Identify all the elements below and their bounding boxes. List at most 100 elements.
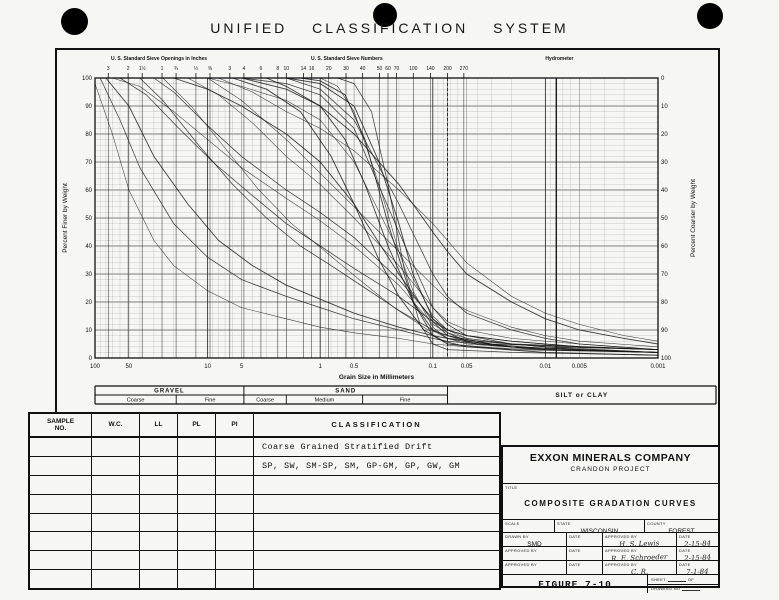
table-row [30, 551, 499, 571]
gradation-curve [187, 77, 659, 350]
typed-entry: SMD [527, 541, 542, 546]
state-value: WISCONSIN [580, 528, 619, 532]
of-label: OF [687, 576, 694, 582]
svg-text:50: 50 [377, 66, 383, 72]
svg-text:20: 20 [85, 300, 92, 306]
punch-hole-left [61, 8, 88, 35]
table-cell [140, 494, 178, 513]
svg-text:½: ½ [194, 65, 199, 72]
svg-text:10: 10 [85, 328, 92, 334]
table-row [30, 513, 499, 533]
cell-label: DATE [569, 562, 581, 567]
svg-text:Percent Finer by Weight: Percent Finer by Weight [62, 183, 69, 253]
svg-text:5: 5 [240, 364, 244, 370]
svg-text:Fine: Fine [400, 398, 411, 404]
svg-text:0.05: 0.05 [461, 364, 473, 370]
date-cell: DATE [567, 547, 603, 560]
table-cell [178, 456, 216, 475]
table-cell [216, 494, 254, 513]
svg-text:3: 3 [228, 66, 231, 72]
table-cell [140, 551, 178, 570]
document-title: UNIFIED CLASSIFICATION SYSTEM [210, 20, 569, 36]
svg-text:140: 140 [426, 66, 435, 72]
svg-text:10: 10 [284, 66, 290, 72]
table-cell [30, 551, 92, 570]
title-block: EXXON MINERALS COMPANY CRANDON PROJECT T… [501, 445, 718, 593]
table-cell [216, 570, 254, 588]
svg-text:Hydrometer: Hydrometer [545, 56, 573, 62]
table-cell [30, 456, 92, 475]
svg-text:16: 16 [309, 66, 315, 72]
svg-text:100: 100 [409, 66, 418, 72]
gradation-curve [232, 77, 659, 356]
sheet-box: SHEET OF DRAWING NO [648, 575, 718, 593]
svg-text:GRAVEL: GRAVEL [154, 389, 185, 395]
drawing-title-block: TITLE COMPOSITE GRADATION CURVES [503, 484, 718, 520]
svg-text:0.001: 0.001 [650, 364, 666, 370]
plot-border [94, 77, 659, 359]
svg-text:3: 3 [107, 66, 110, 72]
table-row: Coarse Grained Stratified Drift [30, 438, 499, 457]
approved-by-cell: APPROVED BY C. R. [603, 561, 677, 574]
svg-text:200: 200 [443, 66, 452, 72]
svg-text:1: 1 [319, 364, 323, 370]
handwritten-entry: 7-1-84 [686, 567, 709, 574]
cell-label: DRAWN BY [505, 534, 529, 539]
svg-text:100: 100 [90, 364, 101, 370]
svg-text:50: 50 [85, 216, 92, 222]
gradation-curve [153, 77, 659, 350]
svg-text:0: 0 [661, 76, 665, 82]
svg-text:Coarse: Coarse [127, 398, 145, 404]
svg-text:90: 90 [85, 104, 92, 110]
scale-row: SCALE STATE WISCONSIN COUNTY FOREST [503, 520, 718, 533]
column-header: CLASSIFICATION [331, 419, 422, 429]
table-row [30, 494, 499, 514]
classification-cell: Coarse Grained Stratified Drift [262, 441, 433, 452]
county-value: FOREST [668, 528, 695, 532]
table-cell [140, 456, 178, 475]
gradation-curve [300, 77, 659, 353]
svg-text:20: 20 [326, 66, 332, 72]
column-header: SAMPLE NO. [30, 414, 92, 436]
classification-cell [254, 551, 499, 569]
date-cell: DATE 2-15-84 [677, 533, 718, 546]
cell-label: APPROVED BY [505, 562, 537, 567]
svg-text:U. S. Standard Sieve Numbers: U. S. Standard Sieve Numbers [311, 56, 383, 62]
classification-cell [254, 495, 499, 513]
table-cell [178, 438, 216, 456]
svg-text:100: 100 [661, 356, 672, 362]
punch-hole-right [697, 3, 723, 29]
handwritten-entry: 2-15-84 [683, 539, 712, 546]
svg-text:40: 40 [360, 66, 366, 72]
svg-text:60: 60 [385, 66, 391, 72]
svg-text:2: 2 [127, 66, 130, 72]
table-cell [92, 532, 140, 551]
gradation-chart: 3 2 1½ 1 ¾ ½ ⅜ 3 4 6 8 10 14 16 20 30 40 50 60 70 100 140 200 2… [62, 56, 717, 405]
gradation-curve [286, 77, 659, 350]
cell-label: DATE [679, 562, 691, 567]
project-name: CRANDON PROJECT [570, 466, 651, 473]
sheet-blank [667, 577, 686, 582]
table-cell [30, 513, 92, 532]
table-cell [140, 438, 178, 456]
svg-text:50: 50 [126, 364, 133, 370]
gradation-curve [162, 77, 659, 353]
table-cell [178, 513, 216, 532]
gradation-curve [207, 77, 659, 348]
scale-cell: SCALE [503, 520, 555, 532]
sheet-label: SHEET [651, 576, 666, 582]
cell-label: APPROVED BY [605, 548, 637, 553]
gradation-curve [241, 77, 659, 350]
column-header: PL [178, 414, 216, 436]
svg-text:Percent Coarser by Weight: Percent Coarser by Weight [690, 179, 697, 257]
table-cell [92, 456, 140, 475]
table-cell [92, 494, 140, 513]
svg-text:60: 60 [661, 244, 668, 250]
classification-cell [254, 570, 499, 588]
column-header: PI [216, 414, 254, 436]
svg-text:40: 40 [85, 244, 92, 250]
svg-text:0.01: 0.01 [540, 364, 552, 370]
drawing-title: COMPOSITE GRADATION CURVES [524, 499, 697, 508]
classification-cell [254, 532, 499, 550]
table-cell [178, 532, 216, 551]
